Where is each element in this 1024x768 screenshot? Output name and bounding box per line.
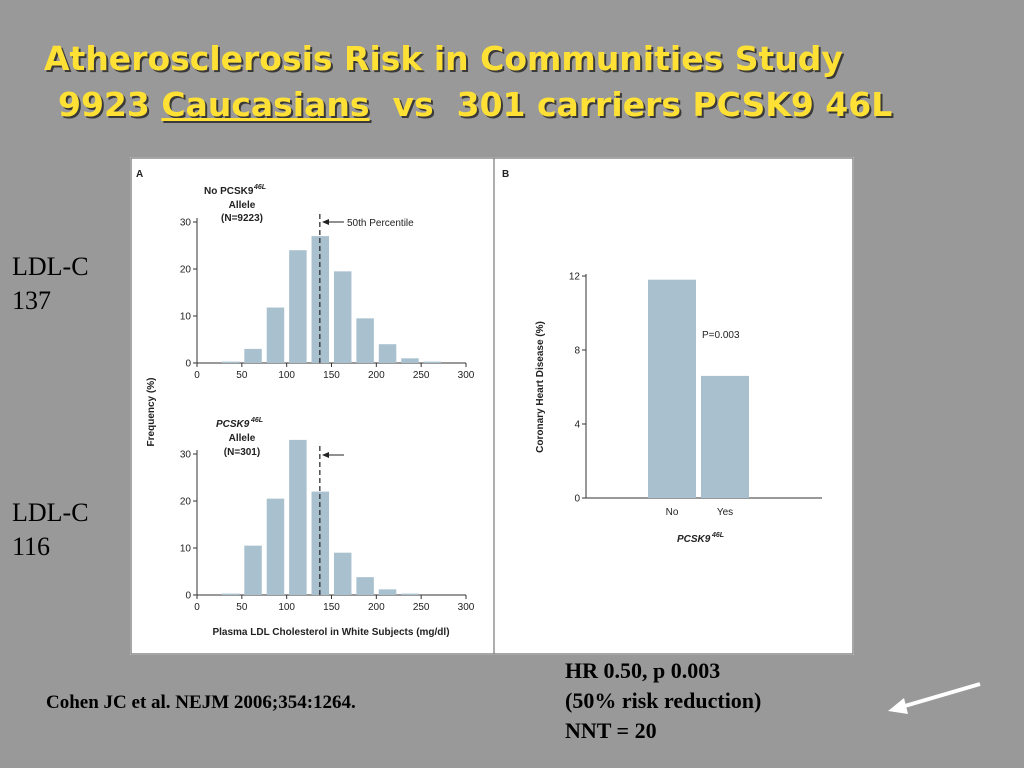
chd-p-value: P=0.003 (702, 330, 740, 341)
hist-bottom-bar (266, 498, 285, 595)
hist-bottom-y-tick-label: 10 (180, 544, 192, 555)
hist-top-x-tick-label: 50 (236, 370, 248, 381)
percentile-label: 50th Percentile (347, 218, 414, 229)
hist-top-bar (423, 361, 442, 363)
figure-border (130, 157, 854, 655)
panel-label-b: B (502, 169, 509, 180)
hist-top-bar (356, 318, 374, 363)
hist-bottom-bar (289, 439, 307, 595)
hist-bottom-x-tick-label: 150 (323, 602, 340, 613)
carrier-arrow-head (322, 452, 329, 458)
hist-top-y-tick-label: 10 (180, 312, 192, 323)
hist-top-y-tick-label: 30 (180, 218, 192, 229)
citation: Cohen JC et al. NEJM 2006;354:1264. (46, 692, 356, 713)
hist-bottom-y-tick-label: 30 (180, 450, 192, 461)
title-line-2-underlined: Caucasians (161, 85, 370, 124)
result-summary: HR 0.50, p 0.003 (50% risk reduction) NN… (565, 656, 761, 746)
result-nnt: NNT = 20 (565, 718, 657, 743)
hist-bottom-legend-line3: (N=301) (224, 447, 260, 458)
hist-top-bar (378, 344, 397, 363)
hist-bottom-bar (378, 589, 397, 595)
panel-label-a: A (136, 169, 143, 180)
percentile-arrow-head (322, 219, 329, 225)
hist-y-axis-label: Frequency (%) (146, 378, 157, 447)
hist-top-legend-line2: Allele (229, 200, 256, 211)
result-risk-reduction: (50% risk reduction) (565, 688, 762, 713)
hist-bottom-legend-line2: Allele (229, 433, 256, 444)
hist-top-x-tick-label: 300 (458, 370, 475, 381)
title-line-1: Atherosclerosis Risk in Communities Stud… (44, 39, 843, 78)
hist-bottom-x-tick-label: 0 (194, 602, 200, 613)
hist-bottom-x-tick-label: 100 (278, 602, 295, 613)
hist-top-bar (311, 236, 330, 363)
ldl-label-bottom-line1: LDL-C (12, 498, 89, 527)
hist-x-axis-label: Plasma LDL Cholesterol in White Subjects… (212, 627, 449, 638)
chd-x-axis-label: PCSK9 (677, 534, 711, 545)
hist-top-x-tick-label: 250 (413, 370, 430, 381)
hist-bottom-bar (221, 593, 240, 595)
hist-top-y-tick-label: 20 (180, 265, 192, 276)
title-line-2: 9923 Caucasians vs 301 carriers PCSK9 46… (44, 82, 892, 128)
chd-y-tick-label: 4 (574, 420, 580, 431)
hist-top-legend-line1: No PCSK9 (204, 186, 254, 197)
hist-top-x-tick-label: 100 (278, 370, 295, 381)
ldl-label-top-line2: 137 (12, 286, 51, 315)
chd-bar-yes (701, 375, 749, 498)
ldl-label-bottom-line2: 116 (12, 532, 51, 561)
hist-bottom-x-tick-label: 250 (413, 602, 430, 613)
hist-top-legend-sup: 46L (253, 184, 266, 191)
chd-bar-no (648, 279, 696, 498)
slide-title: Atherosclerosis Risk in Communities Stud… (44, 36, 892, 128)
chd-y-tick-label: 8 (574, 346, 580, 357)
hist-bottom-x-tick-label: 50 (236, 602, 248, 613)
chd-category-label: Yes (717, 507, 733, 518)
hist-top-bar (221, 361, 240, 363)
figure-panel: A B 0 10 20 30 0 50 100 150 200 250 300 No PCSK9 46L Al… (130, 157, 854, 655)
ldl-label-carriers: LDL-C 116 (12, 496, 89, 564)
chd-y-tick-label: 12 (569, 272, 581, 283)
hist-top-legend-line3: (N=9223) (221, 213, 263, 224)
hist-top-bar (401, 358, 419, 363)
chd-category-label: No (666, 507, 679, 518)
result-hr: HR 0.50, p 0.003 (565, 658, 721, 683)
hist-top-x-tick-label: 150 (323, 370, 340, 381)
hist-top-bar (333, 271, 352, 363)
hist-bottom-legend-sup: 46L (250, 417, 263, 424)
hist-bottom-y-tick-label: 0 (185, 591, 191, 602)
left-arrow-icon (888, 682, 981, 714)
hist-bottom-legend-line1: PCSK9 (216, 419, 250, 430)
hist-top-bar (266, 307, 285, 363)
chd-x-axis-label-sup: 46L (711, 532, 724, 539)
title-line-2-suffix: vs 301 carriers PCSK9 46L (369, 85, 893, 124)
hist-bottom-bar (401, 593, 419, 595)
title-line-2-prefix: 9923 (58, 85, 162, 124)
hist-top-x-tick-label: 0 (194, 370, 200, 381)
hist-top-y-tick-label: 0 (185, 359, 191, 370)
chd-y-axis-label: Coronary Heart Disease (%) (535, 321, 546, 453)
hist-top-bar (244, 348, 262, 363)
hist-bottom-x-tick-label: 300 (458, 602, 475, 613)
chd-y-tick-label: 0 (574, 494, 580, 505)
hist-top-x-tick-label: 200 (368, 370, 385, 381)
hist-bottom-x-tick-label: 200 (368, 602, 385, 613)
hist-bottom-bar (333, 552, 352, 595)
ldl-label-top-line1: LDL-C (12, 252, 89, 281)
hist-bottom-bar (356, 577, 374, 595)
ldl-label-noncarriers: LDL-C 137 (12, 250, 89, 318)
hist-bottom-y-tick-label: 20 (180, 497, 192, 508)
hist-bottom-bar (244, 545, 262, 595)
hist-top-bar (289, 250, 307, 363)
